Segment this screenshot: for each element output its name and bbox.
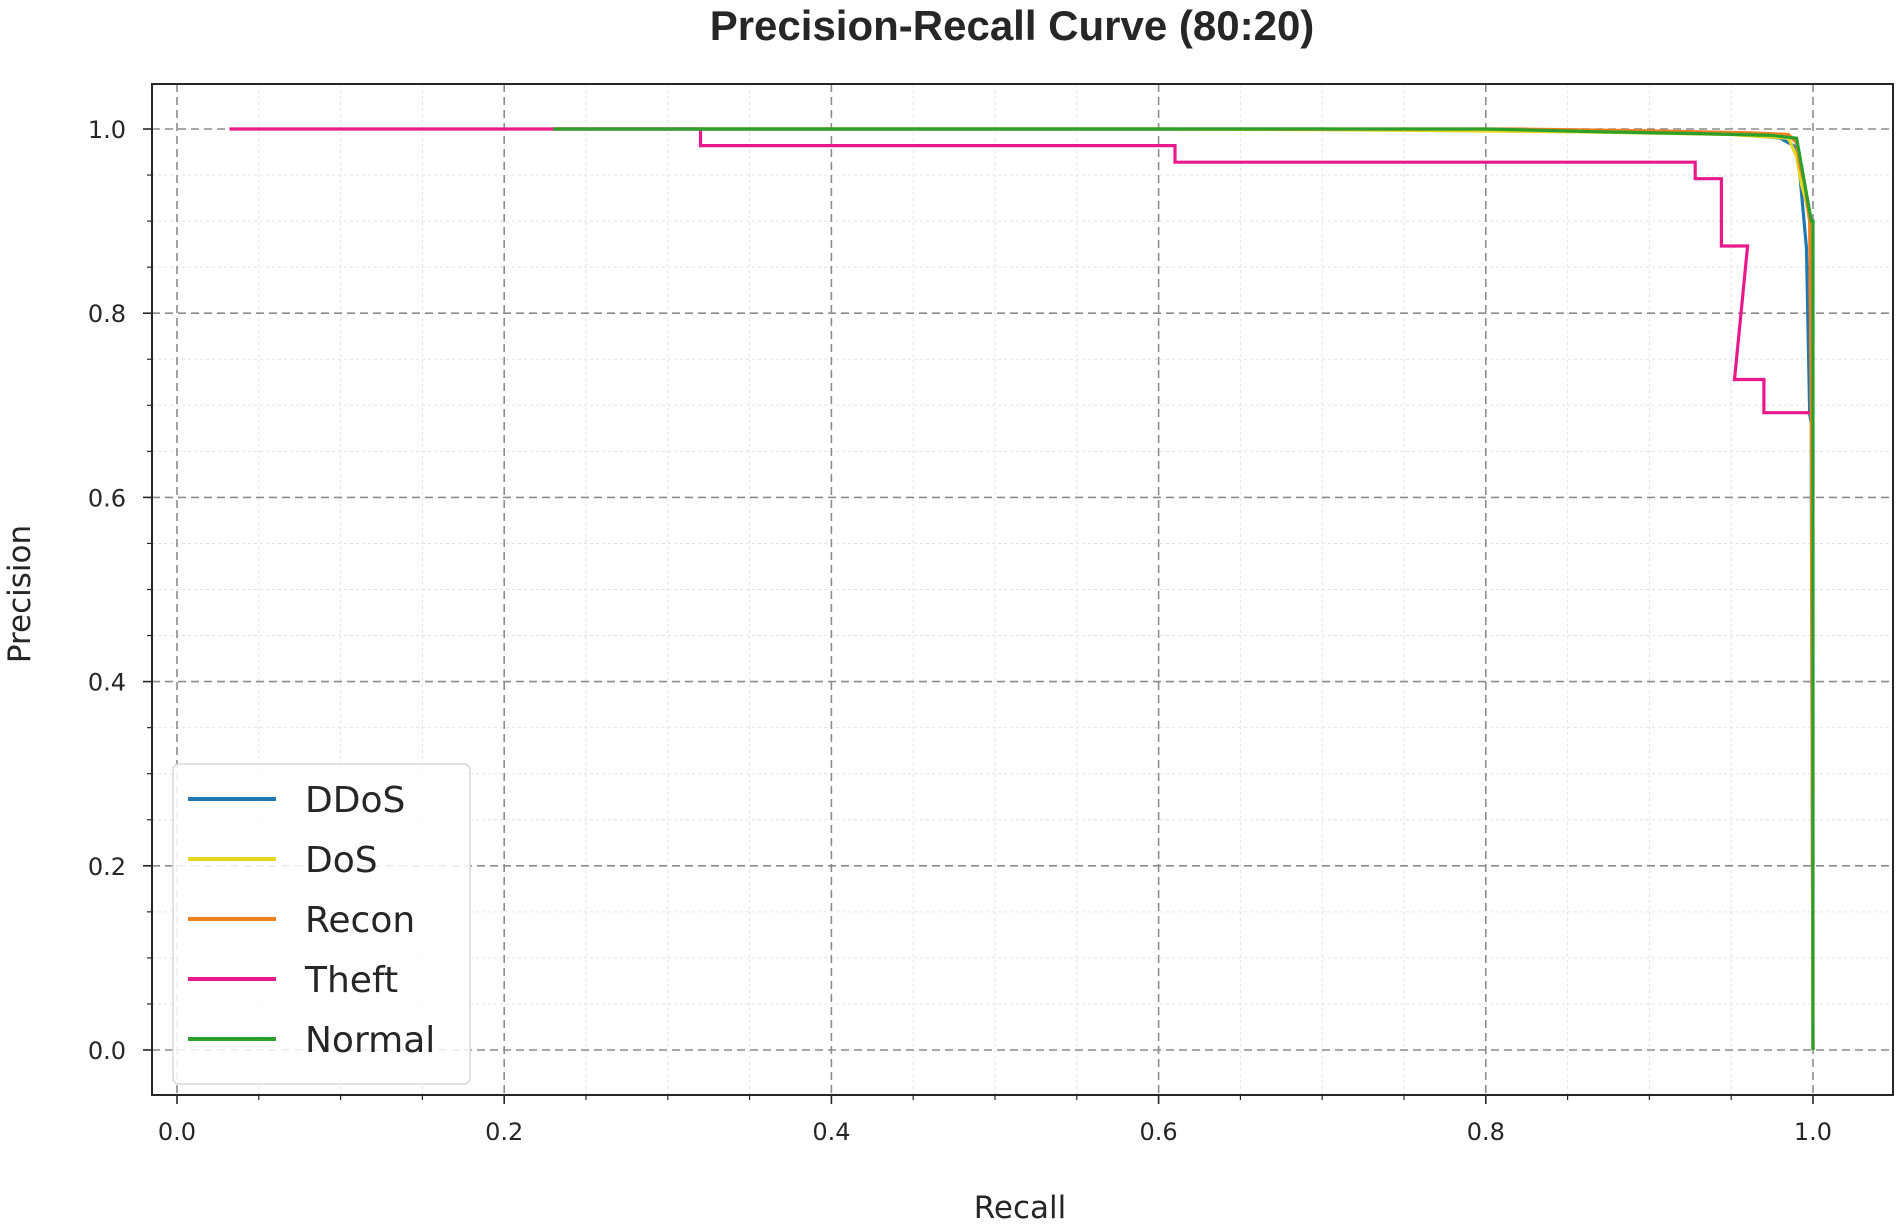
x-tick-label: 0.4 — [812, 1118, 850, 1146]
series-line-normal — [553, 127, 1815, 1050]
x-tick-label: 1.0 — [1794, 1118, 1832, 1146]
legend-label-dos: DoS — [305, 840, 378, 881]
y-tick-label: 0.2 — [88, 853, 126, 881]
tick-labels: 0.0 0.2 0.4 0.6 0.8 1.0 0.0 0.2 0.4 0.6 0.8 1.0 — [88, 116, 1832, 1146]
y-tick-label: 0.8 — [88, 300, 126, 328]
plot-area-frame — [151, 83, 1894, 1096]
x-axis-label: Recall — [974, 1190, 1067, 1226]
series-lines — [229, 127, 1815, 1051]
y-tick-label: 0.6 — [88, 484, 126, 512]
legend-box — [172, 763, 471, 1085]
y-axis-label: Precision — [2, 525, 38, 663]
y-tick-label: 1.0 — [88, 116, 126, 144]
legend-label-ddos: DDoS — [305, 780, 405, 821]
x-tick-label: 0.2 — [485, 1118, 523, 1146]
minor-grid — [152, 84, 1893, 1095]
legend-label-normal: Normal — [305, 1020, 435, 1061]
x-tick-label: 0.6 — [1140, 1118, 1178, 1146]
series-line-theft — [229, 127, 1810, 415]
legend-label-recon: Recon — [305, 900, 415, 941]
chart-title: Precision-Recall Curve (80:20) — [710, 2, 1315, 49]
legend-label-theft: Theft — [304, 960, 398, 1001]
legend: DDoS DoS Recon Theft Normal — [172, 763, 471, 1085]
y-tick-label: 0.0 — [88, 1037, 126, 1065]
x-tick-label: 0.8 — [1467, 1118, 1505, 1146]
x-tick-label: 0.0 — [158, 1118, 196, 1146]
y-tick-label: 0.4 — [88, 669, 126, 697]
